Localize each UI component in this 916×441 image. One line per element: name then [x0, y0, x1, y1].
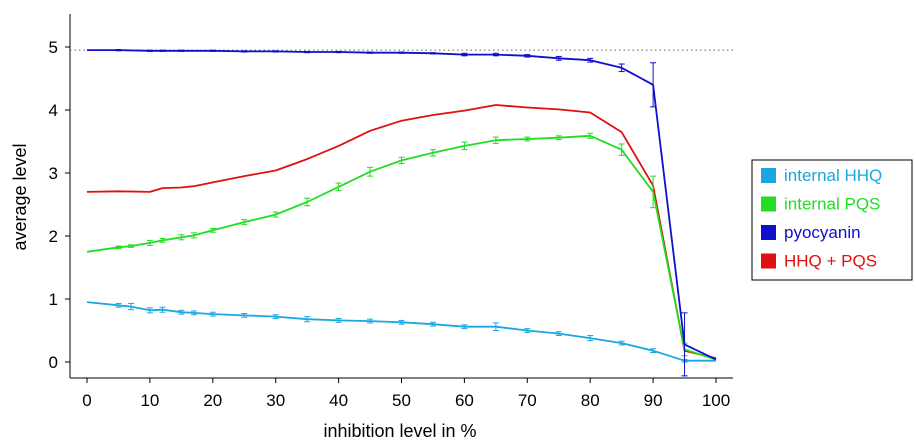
legend-label: HHQ + PQS — [784, 252, 877, 271]
x-tick-label: 70 — [518, 391, 537, 410]
legend-box — [751, 159, 913, 281]
x-tick-label: 80 — [581, 391, 600, 410]
legend: internal HHQ internal PQS pyocyanin HHQ + P… — [751, 159, 913, 281]
y-tick-label: 2 — [49, 227, 58, 246]
y-tick-label: 1 — [49, 290, 58, 309]
legend-swatch — [761, 196, 776, 212]
x-tick-label: 90 — [644, 391, 663, 410]
legend-swatch — [761, 225, 776, 240]
x-tick-label: 0 — [82, 391, 91, 410]
series-line-pyocyanin — [87, 49, 717, 361]
x-tick-label: 50 — [392, 391, 411, 410]
legend-label: internal HHQ — [784, 166, 882, 185]
series-line-hhq-pqs — [86, 104, 717, 360]
y-tick-label: 0 — [49, 353, 58, 372]
x-tick-label: 60 — [455, 391, 474, 410]
y-axis-title: average level — [10, 143, 30, 250]
y-tick-label: 4 — [49, 101, 58, 120]
series-line-internal-hhq — [86, 301, 716, 362]
x-tick-label: 20 — [203, 391, 222, 410]
legend-swatch — [761, 168, 776, 183]
x-axis-title: inhibition level in % — [323, 421, 476, 441]
y-tick-label: 5 — [49, 38, 58, 57]
y-tick-label: 3 — [49, 164, 58, 183]
legend-swatch — [761, 253, 776, 269]
x-tick-label: 10 — [140, 391, 159, 410]
legend-label: internal PQS — [784, 195, 880, 214]
x-tick-label: 30 — [266, 391, 285, 410]
series-line-internal-pqs — [86, 134, 717, 361]
x-tick-label: 100 — [702, 391, 730, 410]
legend-label: pyocyanin — [784, 223, 861, 242]
x-tick-label: 40 — [329, 391, 348, 410]
